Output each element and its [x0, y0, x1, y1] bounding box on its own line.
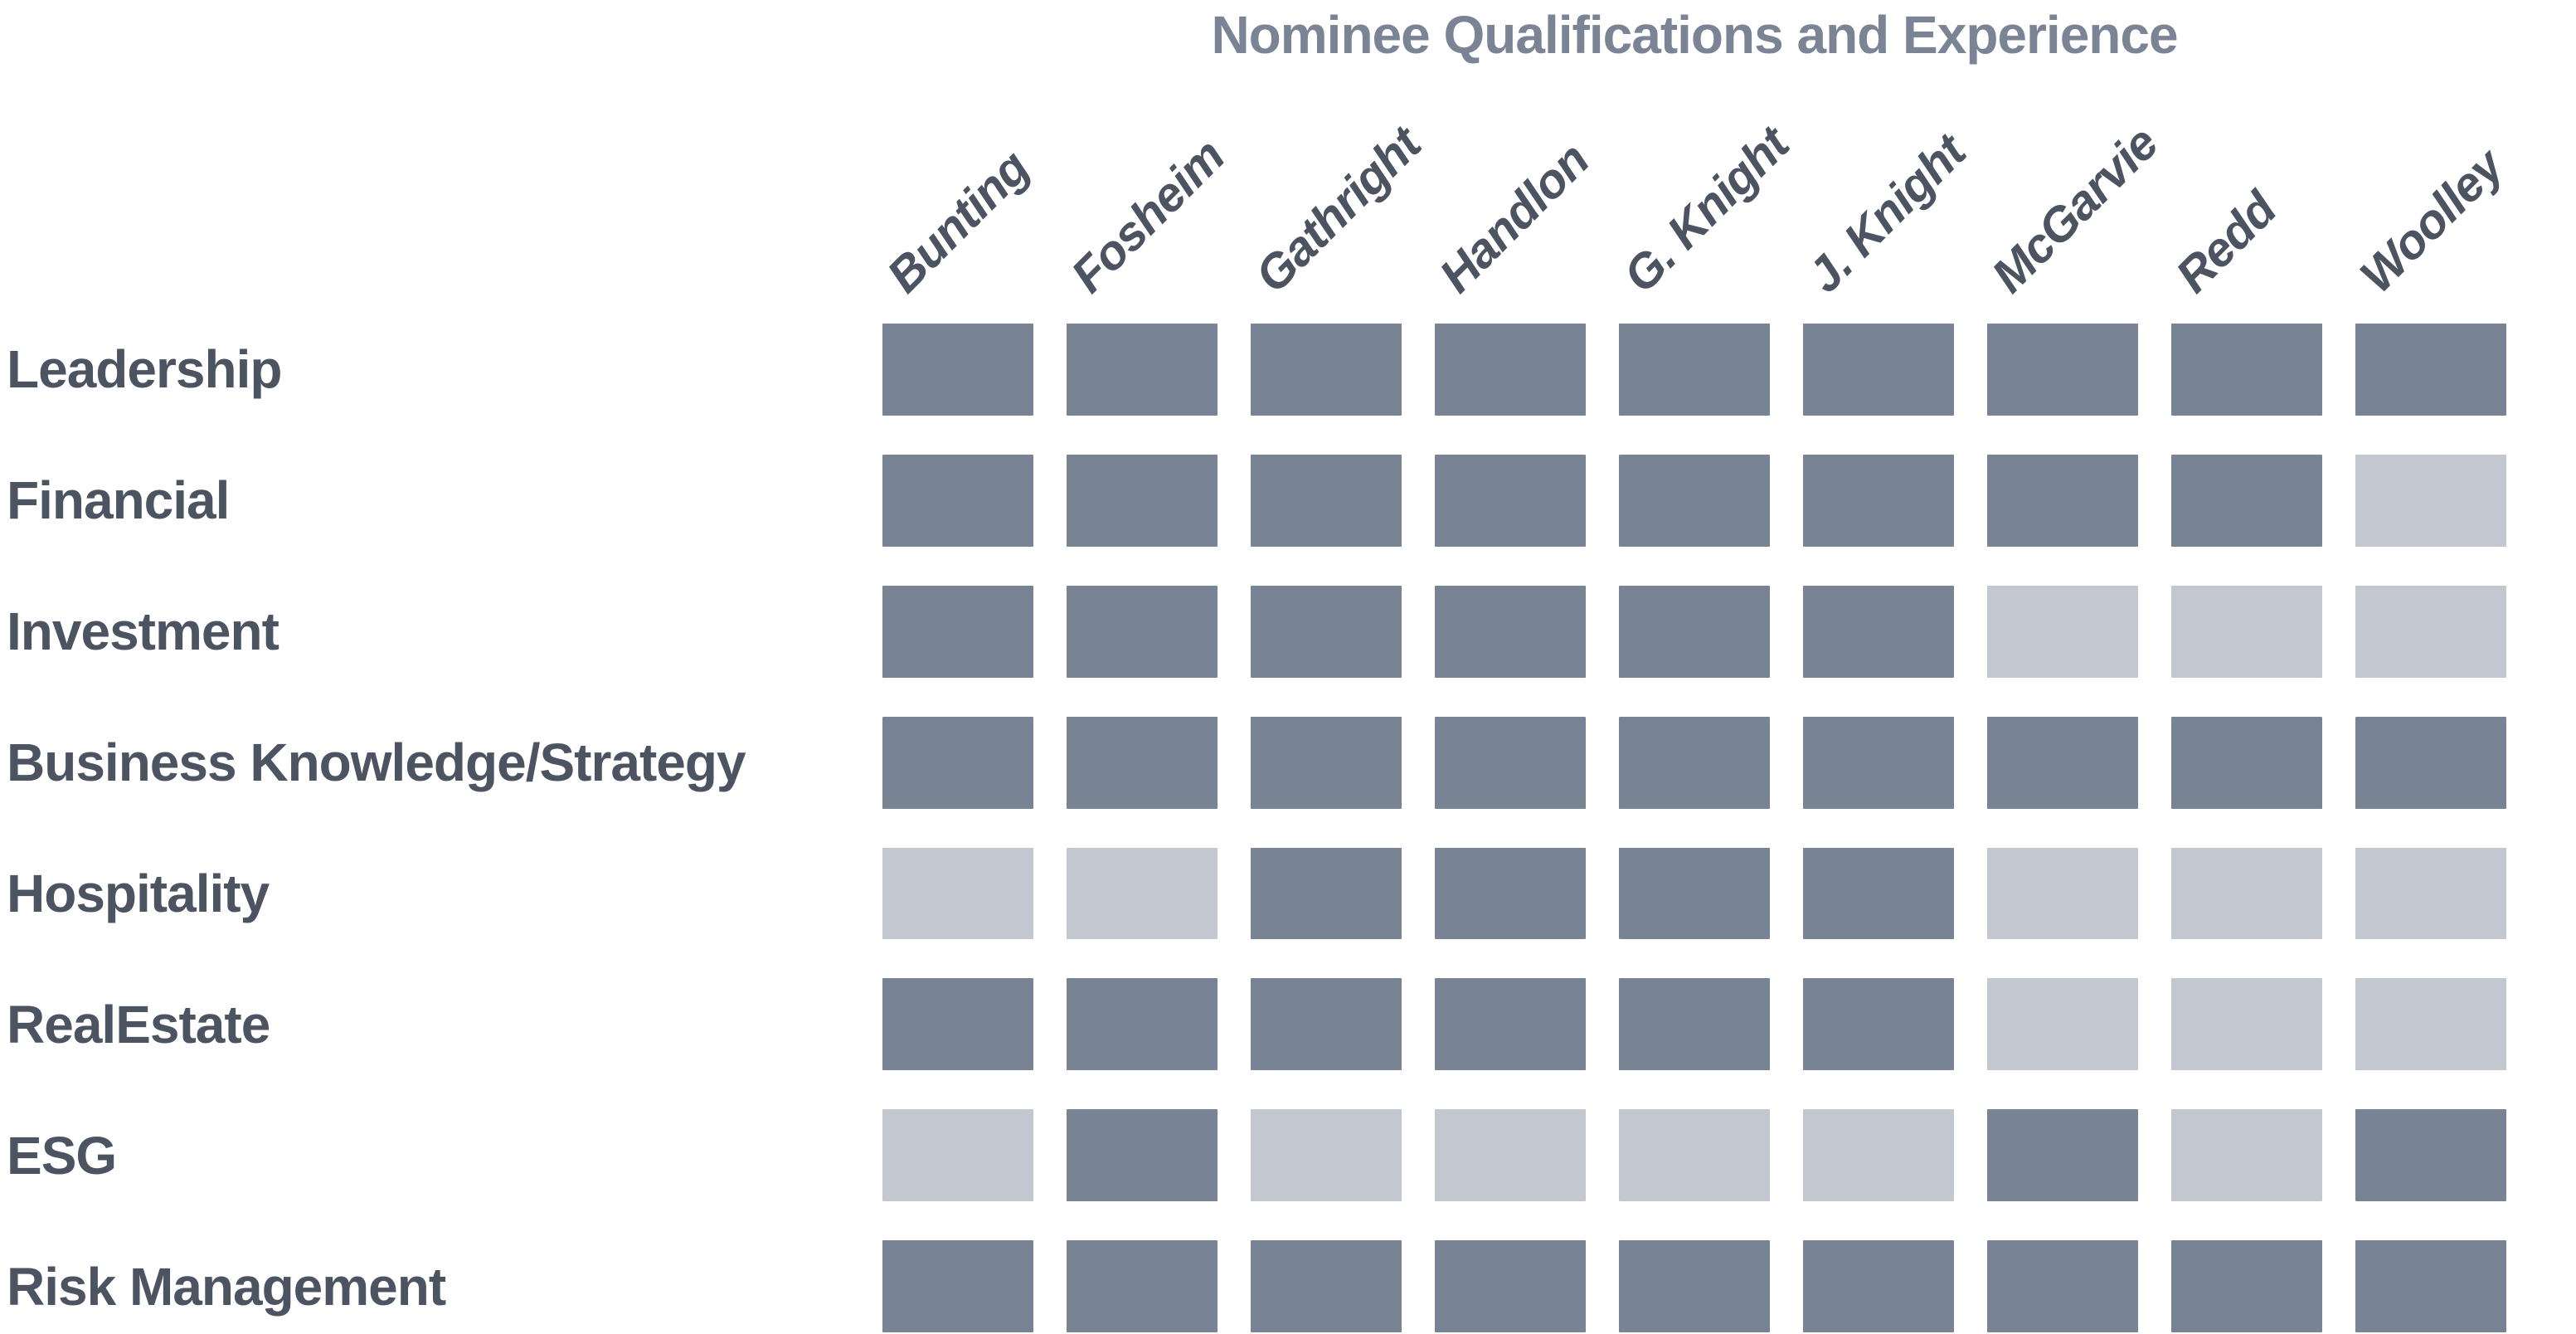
matrix-cell: [1251, 716, 1402, 809]
chart-title: Nominee Qualifications and Experience: [1211, 5, 2178, 65]
matrix-cell: [2171, 716, 2322, 809]
matrix-cell: [1987, 716, 2138, 809]
matrix-cell: [1987, 1240, 2138, 1332]
matrix-cell: [1251, 454, 1402, 547]
matrix-cell: [1251, 978, 1402, 1071]
matrix-cell: [2355, 716, 2506, 809]
matrix-cell: [2171, 324, 2322, 416]
matrix-cell: [882, 1240, 1033, 1332]
matrix-cell: [2171, 847, 2322, 940]
matrix-cell: [1987, 585, 2138, 678]
matrix-cell: [882, 847, 1033, 940]
matrix-cell: [1803, 324, 1954, 416]
column-header-mcgarvie: McGarvie: [1981, 116, 2169, 304]
matrix-cell: [1987, 1109, 2138, 1202]
matrix-cell: [882, 716, 1033, 809]
matrix-cell: [1619, 978, 1770, 1071]
matrix-cell: [1803, 1240, 1954, 1332]
matrix-cell: [1435, 454, 1586, 547]
column-header-g-knight: G. Knight: [1613, 117, 1800, 304]
matrix-cell: [1619, 1109, 1770, 1202]
matrix-cell: [1251, 847, 1402, 940]
matrix-cell: [1067, 324, 1218, 416]
matrix-cell: [2355, 847, 2506, 940]
column-header-woolley: Woolley: [2350, 139, 2514, 304]
matrix-cell: [1987, 454, 2138, 547]
matrix-cell: [2171, 978, 2322, 1071]
column-header-bunting: Bunting: [877, 140, 1040, 304]
column-header-fosheim: Fosheim: [1061, 129, 1235, 304]
matrix-cell: [1803, 454, 1954, 547]
matrix-cell: [1067, 1109, 1218, 1202]
matrix-cell: [2171, 585, 2322, 678]
matrix-cell: [1619, 716, 1770, 809]
column-header-gathright: Gathright: [1245, 117, 1431, 304]
matrix-cell: [1251, 1109, 1402, 1202]
matrix-cell: [2355, 978, 2506, 1071]
matrix-cell: [1803, 585, 1954, 678]
matrix-cell: [1619, 454, 1770, 547]
matrix-cell: [1435, 1240, 1586, 1332]
matrix-cell: [1619, 585, 1770, 678]
matrix-cell: [1435, 585, 1586, 678]
matrix-cell: [2355, 585, 2506, 678]
matrix-cell: [1803, 1109, 1954, 1202]
matrix-cell: [1435, 1109, 1586, 1202]
row-label-business-knowledge-strategy: Business Knowledge/Strategy: [7, 733, 746, 793]
matrix-cell: [1619, 847, 1770, 940]
matrix-cell: [882, 978, 1033, 1071]
matrix-cell: [882, 324, 1033, 416]
matrix-cell: [1067, 585, 1218, 678]
matrix-cell: [2171, 454, 2322, 547]
matrix-cell: [1067, 847, 1218, 940]
matrix-cell: [1619, 324, 1770, 416]
row-label-financial: Financial: [7, 470, 230, 531]
matrix-cell: [1435, 324, 1586, 416]
row-label-investment: Investment: [7, 601, 279, 662]
matrix-cell: [1435, 716, 1586, 809]
matrix-cell: [1067, 1240, 1218, 1332]
matrix-cell: [2355, 1240, 2506, 1332]
column-header-handlon: Handlon: [1429, 133, 1600, 304]
row-label-realestate: RealEstate: [7, 994, 270, 1054]
column-header-j-knight: J. Knight: [1797, 124, 1976, 304]
row-label-hospitality: Hospitality: [7, 863, 270, 923]
matrix-cell: [1435, 847, 1586, 940]
matrix-cell: [1803, 716, 1954, 809]
matrix-cell: [1251, 585, 1402, 678]
matrix-cell: [1067, 978, 1218, 1071]
matrix-cell: [2355, 1109, 2506, 1202]
row-label-leadership: Leadership: [7, 339, 282, 400]
matrix-cell: [1067, 454, 1218, 547]
matrix-cell: [2171, 1240, 2322, 1332]
matrix-cell: [1803, 978, 1954, 1071]
row-label-esg: ESG: [7, 1125, 117, 1186]
matrix-cell: [1987, 978, 2138, 1071]
matrix-cell: [1619, 1240, 1770, 1332]
matrix-cell: [2355, 324, 2506, 416]
matrix-cell: [1987, 324, 2138, 416]
matrix-cell: [1251, 1240, 1402, 1332]
matrix-cell: [882, 1109, 1033, 1202]
matrix-cell: [1435, 978, 1586, 1071]
matrix-cell: [882, 454, 1033, 547]
matrix-cell: [1251, 324, 1402, 416]
matrix-cell: [882, 585, 1033, 678]
matrix-cell: [1067, 716, 1218, 809]
matrix-cell: [2171, 1109, 2322, 1202]
matrix-cell: [2355, 454, 2506, 547]
matrix-cell: [1987, 847, 2138, 940]
row-label-risk-management: Risk Management: [7, 1256, 446, 1317]
column-header-redd: Redd: [2165, 182, 2287, 304]
matrix-cell: [1803, 847, 1954, 940]
